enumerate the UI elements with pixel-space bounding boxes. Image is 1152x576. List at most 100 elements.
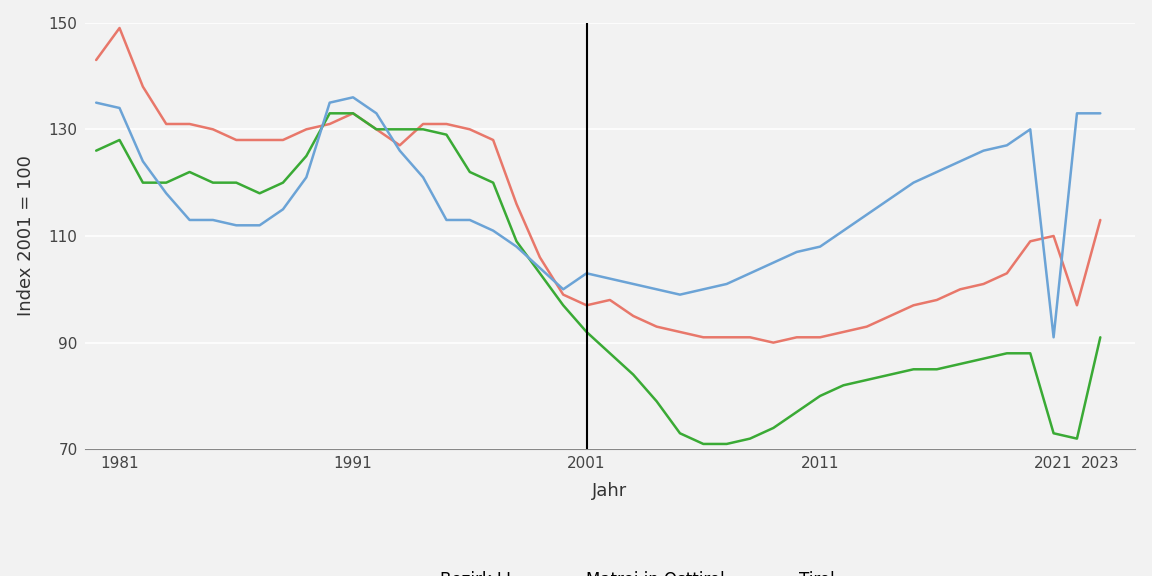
Bezirk LI [1093,217,1107,223]
Bezirk LI [836,328,850,335]
Bezirk LI [1070,302,1084,309]
Matrei in Osttirol [533,270,547,276]
Bezirk LI [1000,270,1014,276]
Matrei in Osttirol [884,371,897,378]
Tirol [183,217,197,223]
Bezirk LI [977,281,991,287]
Bezirk LI [440,120,454,127]
Bezirk LI [1023,238,1037,245]
Tirol [650,286,664,293]
Bezirk LI [509,200,523,207]
Bezirk LI [346,110,359,117]
Tirol [159,190,173,197]
Matrei in Osttirol [113,137,127,143]
Bezirk LI [766,339,780,346]
Bezirk LI [954,286,968,293]
Bezirk LI [673,328,687,335]
Bezirk LI [859,323,873,330]
Bezirk LI [183,120,197,127]
Matrei in Osttirol [1047,430,1061,437]
Matrei in Osttirol [370,126,384,133]
Bezirk LI [229,137,243,143]
Bezirk LI [113,25,127,32]
Bezirk LI [884,313,897,320]
Matrei in Osttirol [300,153,313,160]
Bezirk LI [556,291,570,298]
Bezirk LI [907,302,920,309]
Matrei in Osttirol [136,179,150,186]
Tirol [206,217,220,223]
Tirol [1070,110,1084,117]
Bezirk LI [206,126,220,133]
Matrei in Osttirol [673,430,687,437]
Tirol [1047,334,1061,341]
Bezirk LI [697,334,711,341]
Matrei in Osttirol [836,382,850,389]
Tirol [579,270,593,276]
Matrei in Osttirol [859,377,873,384]
Bezirk LI [89,56,103,63]
Tirol [790,248,804,255]
Tirol [836,227,850,234]
Matrei in Osttirol [1070,435,1084,442]
Matrei in Osttirol [463,169,477,176]
Bezirk LI [602,297,616,304]
Bezirk LI [159,120,173,127]
Bezirk LI [463,126,477,133]
Tirol [930,169,943,176]
Tirol [229,222,243,229]
Matrei in Osttirol [486,179,500,186]
Tirol [346,94,359,101]
Bezirk LI [276,137,290,143]
Bezirk LI [743,334,757,341]
Tirol [440,217,454,223]
Line: Tirol: Tirol [96,97,1100,338]
Tirol [1093,110,1107,117]
Tirol [370,110,384,117]
Bezirk LI [136,83,150,90]
Bezirk LI [370,126,384,133]
Matrei in Osttirol [252,190,266,197]
Matrei in Osttirol [977,355,991,362]
Bezirk LI [720,334,734,341]
Tirol [627,281,641,287]
Matrei in Osttirol [1000,350,1014,357]
Bezirk LI [813,334,827,341]
Matrei in Osttirol [627,371,641,378]
Tirol [556,286,570,293]
Matrei in Osttirol [930,366,943,373]
Tirol [136,158,150,165]
Tirol [859,211,873,218]
Matrei in Osttirol [556,302,570,309]
Tirol [907,179,920,186]
Matrei in Osttirol [416,126,430,133]
Legend: Bezirk LI, Matrei in Osttirol, Tirol: Bezirk LI, Matrei in Osttirol, Tirol [378,564,842,576]
Matrei in Osttirol [1093,334,1107,341]
Matrei in Osttirol [720,441,734,448]
Y-axis label: Index 2001 = 100: Index 2001 = 100 [16,156,35,316]
Matrei in Osttirol [697,441,711,448]
Bezirk LI [416,120,430,127]
Matrei in Osttirol [954,361,968,367]
Matrei in Osttirol [159,179,173,186]
Matrei in Osttirol [440,131,454,138]
Tirol [977,147,991,154]
Tirol [276,206,290,213]
Bezirk LI [930,297,943,304]
Tirol [954,158,968,165]
Bezirk LI [393,142,407,149]
Tirol [252,222,266,229]
Tirol [602,275,616,282]
Bezirk LI [252,137,266,143]
Matrei in Osttirol [790,408,804,415]
Matrei in Osttirol [276,179,290,186]
Tirol [300,174,313,181]
Line: Bezirk LI: Bezirk LI [96,28,1100,343]
Tirol [393,147,407,154]
Tirol [113,104,127,111]
Tirol [1000,142,1014,149]
Bezirk LI [486,137,500,143]
Bezirk LI [790,334,804,341]
Tirol [323,99,336,106]
Tirol [416,174,430,181]
